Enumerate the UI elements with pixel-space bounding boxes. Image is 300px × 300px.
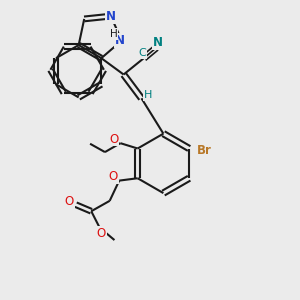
Text: O: O [109, 170, 118, 183]
Text: H: H [110, 29, 117, 39]
Text: O: O [97, 227, 106, 240]
Text: N: N [106, 10, 116, 22]
Text: C: C [139, 48, 146, 58]
Text: Br: Br [197, 144, 212, 158]
Text: O: O [64, 195, 74, 208]
Text: N: N [115, 34, 125, 47]
Text: N: N [153, 36, 163, 49]
Text: O: O [109, 133, 119, 146]
Text: H: H [144, 90, 152, 100]
